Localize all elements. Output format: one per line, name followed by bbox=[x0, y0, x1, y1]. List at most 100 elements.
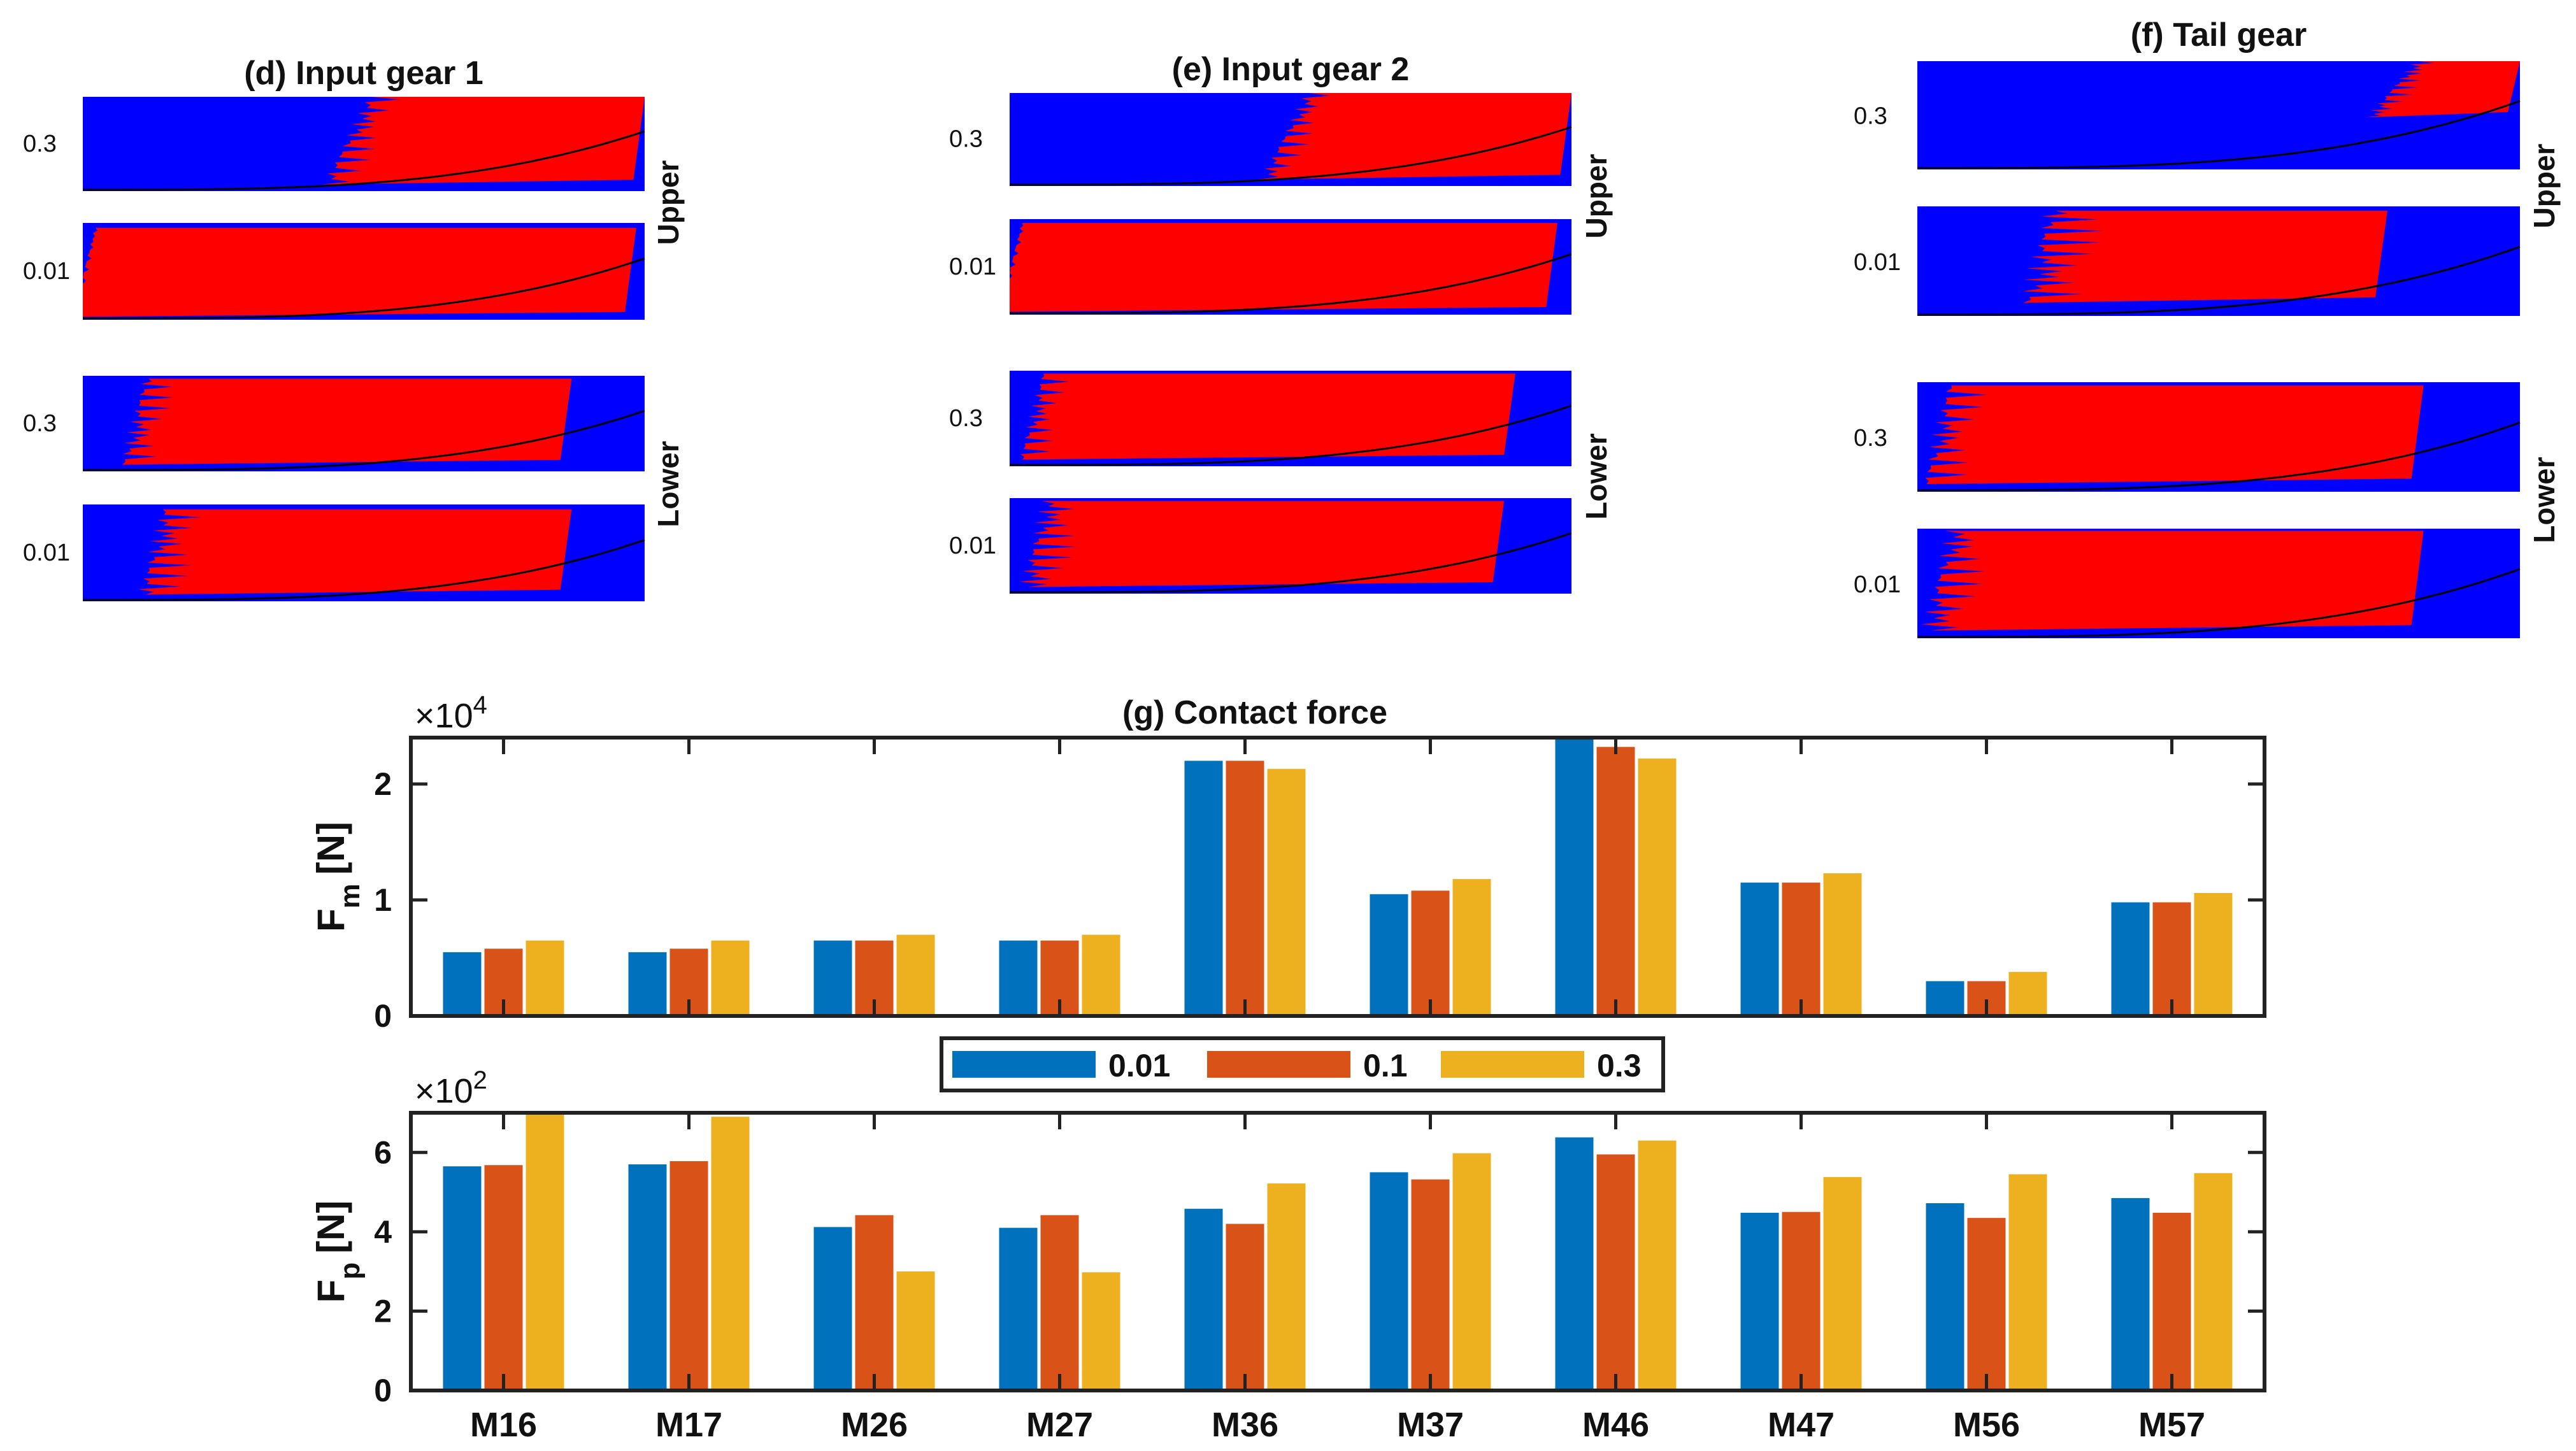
bar-m56-0.3 bbox=[2008, 971, 2047, 1016]
y-label-symbol: F bbox=[310, 1280, 352, 1303]
slip-region bbox=[1019, 501, 1505, 587]
bar-m46-0.1 bbox=[1596, 747, 1635, 1016]
map-strip bbox=[1010, 371, 1572, 466]
slip-region bbox=[1020, 373, 1515, 460]
x-tick-label: M37 bbox=[1397, 1406, 1464, 1444]
side-label-lower: Lower bbox=[2528, 457, 2561, 543]
y-label-subscript: m bbox=[334, 883, 366, 908]
map-panel-1: (d) Input gear 1 0.3 0.01 0.3 0.01 Upper Lower bbox=[23, 55, 685, 601]
bar-m46-0.3 bbox=[1638, 1140, 1677, 1390]
axis-multiplier: ×102 bbox=[415, 1066, 487, 1110]
bar-m27-0.01 bbox=[999, 1227, 1038, 1390]
map-panel-3: (f) Tail gear 0.3 0.01 0.3 0.01 Upper Lower bbox=[1854, 17, 2561, 638]
bar-m57-0.3 bbox=[2194, 1173, 2233, 1390]
y-tick-label: 2 bbox=[374, 766, 392, 802]
map-panel-title: (d) Input gear 1 bbox=[244, 55, 483, 92]
bar-m36-0.3 bbox=[1267, 1183, 1306, 1390]
bar-m17-0.01 bbox=[628, 1164, 667, 1390]
stick-slip-maps: (d) Input gear 1 0.3 0.01 0.3 0.01 Upper Lower… bbox=[23, 17, 2561, 638]
bar-m16-0.01 bbox=[443, 1166, 482, 1390]
bar-m47-0.3 bbox=[1823, 1176, 1862, 1390]
bar-m46-0.3 bbox=[1638, 758, 1677, 1016]
map-strip bbox=[1010, 498, 1572, 594]
strip-label: 0.3 bbox=[23, 131, 57, 157]
strip-label: 0.01 bbox=[1854, 571, 1901, 598]
bar-m37-0.01 bbox=[1370, 894, 1408, 1016]
map-strip bbox=[1917, 382, 2521, 492]
y-label-symbol: F bbox=[310, 908, 352, 932]
x-tick-label: M56 bbox=[1953, 1406, 2020, 1444]
y-tick-label: 4 bbox=[374, 1214, 392, 1250]
bar-m27-0.01 bbox=[999, 940, 1038, 1016]
bar-m17-0.01 bbox=[628, 952, 667, 1016]
boundary-curve bbox=[1010, 126, 1572, 186]
bar-m36-0.01 bbox=[1184, 761, 1223, 1016]
y-label-subscript: p bbox=[334, 1262, 366, 1280]
bar-m16-0.3 bbox=[526, 940, 564, 1016]
bar-m57-0.01 bbox=[2111, 902, 2150, 1016]
slip-region bbox=[1258, 93, 1571, 180]
slip-region bbox=[1010, 223, 1557, 312]
legend-label: 0.1 bbox=[1363, 1048, 1408, 1083]
legend-swatch-0.3 bbox=[1441, 1051, 1584, 1078]
bar-m56-0.3 bbox=[2008, 1174, 2047, 1390]
chart-title: (g) Contact force bbox=[1122, 694, 1387, 731]
boundary-curve bbox=[1917, 100, 2521, 169]
map-strip bbox=[1917, 61, 2521, 169]
strip-label: 0.3 bbox=[23, 410, 57, 437]
strip-label: 0.01 bbox=[23, 258, 70, 285]
bar-m47-0.01 bbox=[1740, 1213, 1779, 1390]
axes-box bbox=[409, 1111, 2266, 1392]
slip-region bbox=[2022, 210, 2387, 303]
multiplier-base: ×10 bbox=[415, 1072, 473, 1110]
map-strip bbox=[1010, 219, 1572, 315]
y-tick-label: 1 bbox=[374, 882, 392, 918]
bar-m26-0.01 bbox=[813, 1227, 852, 1390]
multiplier-base: ×10 bbox=[415, 697, 473, 735]
bar-m16-0.1 bbox=[484, 1165, 523, 1390]
y-axis-label: Fm [N] bbox=[310, 822, 366, 932]
strip-label: 0.3 bbox=[949, 405, 983, 432]
bar-m26-0.3 bbox=[896, 1271, 935, 1390]
slip-region bbox=[1921, 531, 2424, 631]
strip-label: 0.01 bbox=[23, 540, 70, 566]
side-label-lower: Lower bbox=[1580, 433, 1613, 520]
bar-m56-0.01 bbox=[1926, 981, 1964, 1016]
map-strip bbox=[83, 97, 645, 191]
map-strip bbox=[1010, 93, 1572, 186]
axes-box bbox=[409, 736, 2266, 1018]
bar-m46-0.01 bbox=[1555, 738, 1594, 1016]
bar-chart-1: 0 1 2 ×104 Fm [N] (g) Contact force bbox=[310, 691, 2266, 1034]
boundary-curve bbox=[1917, 421, 2521, 492]
bar-m47-0.1 bbox=[1782, 1212, 1821, 1390]
bar-m57-0.01 bbox=[2111, 1197, 2150, 1390]
boundary-curve bbox=[83, 539, 645, 601]
slip-region bbox=[320, 97, 645, 185]
bar-m17-0.1 bbox=[669, 1161, 708, 1390]
axis-multiplier: ×104 bbox=[415, 691, 487, 735]
x-tick-label: M27 bbox=[1026, 1406, 1093, 1444]
strip-label: 0.3 bbox=[1854, 103, 1887, 130]
strip-label: 0.01 bbox=[1854, 249, 1901, 276]
bar-m37-0.3 bbox=[1452, 1153, 1491, 1390]
boundary-curve bbox=[83, 410, 645, 471]
bar-m37-0.1 bbox=[1411, 1179, 1450, 1390]
boundary-curve bbox=[1010, 253, 1572, 315]
bar-m26-0.3 bbox=[896, 934, 935, 1016]
map-strip bbox=[83, 223, 645, 320]
bar-m16-0.01 bbox=[443, 952, 482, 1016]
bar-m47-0.01 bbox=[1740, 882, 1779, 1016]
x-tick-label: M36 bbox=[1212, 1406, 1278, 1444]
boundary-curve bbox=[1010, 532, 1572, 594]
bar-m47-0.3 bbox=[1823, 873, 1862, 1016]
bar-m57-0.3 bbox=[2194, 893, 2233, 1016]
bar-m56-0.1 bbox=[1967, 1218, 2006, 1390]
y-tick-label: 0 bbox=[374, 1373, 392, 1408]
legend-label: 0.3 bbox=[1597, 1048, 1642, 1083]
map-strip bbox=[1917, 206, 2521, 316]
map-strip bbox=[83, 376, 645, 471]
strip-label: 0.01 bbox=[949, 254, 996, 280]
boundary-curve bbox=[1917, 245, 2521, 316]
